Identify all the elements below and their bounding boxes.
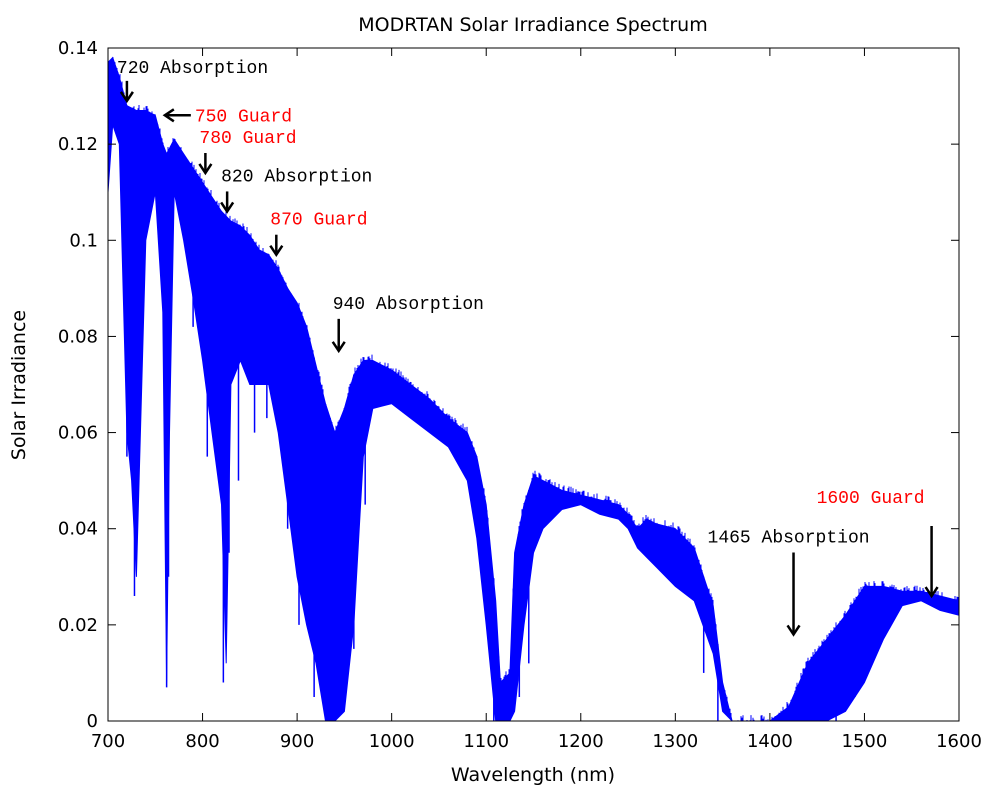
- plot-frame: [107, 47, 960, 722]
- x-tick-label: 1300: [652, 731, 698, 752]
- y-axis-label: Solar Irradiance: [8, 310, 30, 460]
- x-tick-label: 1500: [842, 731, 888, 752]
- annotation-label: 1465 Absorption: [708, 528, 870, 548]
- y-tick-label: 0.06: [58, 423, 98, 444]
- x-tick-label: 900: [280, 731, 314, 752]
- x-axis-label: Wavelength (nm): [451, 764, 615, 786]
- annotation-label: 870 Guard: [270, 211, 367, 231]
- y-tick-label: 0.12: [58, 134, 98, 155]
- annotation-arrowhead: [198, 163, 213, 176]
- annotation-arrowhead: [119, 91, 134, 104]
- annotation-arrowhead: [269, 245, 284, 257]
- chart-title: MODRTAN Solar Irradiance Spectrum: [358, 14, 707, 36]
- y-tick-label: 0.08: [58, 326, 98, 347]
- annotation-label: 750 Guard: [195, 107, 292, 127]
- x-tick-label: 1100: [463, 731, 509, 752]
- annotation-label: 780 Guard: [199, 129, 296, 149]
- y-tick-label: 0.02: [58, 615, 98, 636]
- annotation-label: 720 Absorption: [117, 59, 268, 79]
- x-tick-label: 1200: [558, 731, 604, 752]
- spectrum-noise: [108, 57, 959, 721]
- y-tick-label: 0.1: [69, 230, 98, 251]
- x-tick-label: 800: [185, 731, 219, 752]
- annotation-label: 940 Absorption: [333, 295, 484, 315]
- annotation-arrowhead: [331, 341, 346, 354]
- annotation-arrowhead: [924, 586, 939, 599]
- annotation-label: 820 Absorption: [221, 167, 372, 187]
- annotation-label: 1600 Guard: [817, 489, 925, 509]
- y-tick-label: 0.14: [58, 38, 98, 59]
- x-tick-label: 1400: [747, 731, 793, 752]
- annotation-arrowhead: [220, 201, 235, 214]
- annotation-arrowhead: [162, 108, 175, 123]
- annotation-arrowhead: [786, 624, 801, 637]
- x-tick-label: 1600: [936, 731, 982, 752]
- y-tick-label: 0: [87, 711, 98, 732]
- y-tick-label: 0.04: [58, 519, 98, 540]
- x-tick-label: 700: [91, 731, 125, 752]
- x-tick-label: 1000: [369, 731, 415, 752]
